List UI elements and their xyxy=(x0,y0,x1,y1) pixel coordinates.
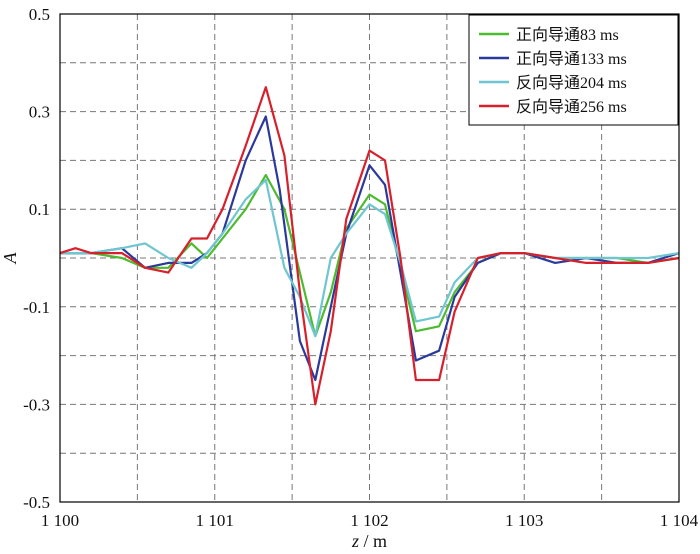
y-tick-label: -0.5 xyxy=(23,493,50,512)
legend-label-2: 正向导通133 ms xyxy=(516,50,627,68)
legend: 正向导通83 ms 正向导通133 ms 反向导通204 ms 反向导通256 ms xyxy=(468,14,679,126)
x-axis-label: z / m xyxy=(351,531,387,551)
y-tick-label: 0.1 xyxy=(29,200,50,219)
y-tick-label: -0.1 xyxy=(23,298,50,317)
series-line-4 xyxy=(59,86,680,406)
x-axis-unit: / m xyxy=(359,531,387,551)
y-tick-label: -0.3 xyxy=(23,395,50,414)
legend-label-4: 反向导通256 ms xyxy=(516,98,627,116)
y-tick-labels: -0.5 -0.3 -0.1 0.1 0.3 0.5 xyxy=(23,5,50,512)
x-tick-label: 1 104 xyxy=(660,511,699,530)
x-axis-variable: z xyxy=(351,531,359,551)
x-tick-label: 1 100 xyxy=(41,511,79,530)
x-tick-label: 1 101 xyxy=(196,511,234,530)
legend-label-1: 正向导通83 ms xyxy=(516,26,619,44)
series-lines xyxy=(59,86,680,406)
x-tick-labels: 1 100 1 101 1 102 1 103 1 104 xyxy=(41,511,699,530)
legend-label-3: 反向导通204 ms xyxy=(516,74,627,92)
x-tick-label: 1 103 xyxy=(505,511,543,530)
plot-frame xyxy=(59,13,680,503)
y-tick-label: 0.5 xyxy=(29,5,50,24)
x-tick-label: 1 102 xyxy=(350,511,388,530)
y-axis-label: A xyxy=(0,252,20,265)
y-tick-label: 0.3 xyxy=(29,103,50,122)
